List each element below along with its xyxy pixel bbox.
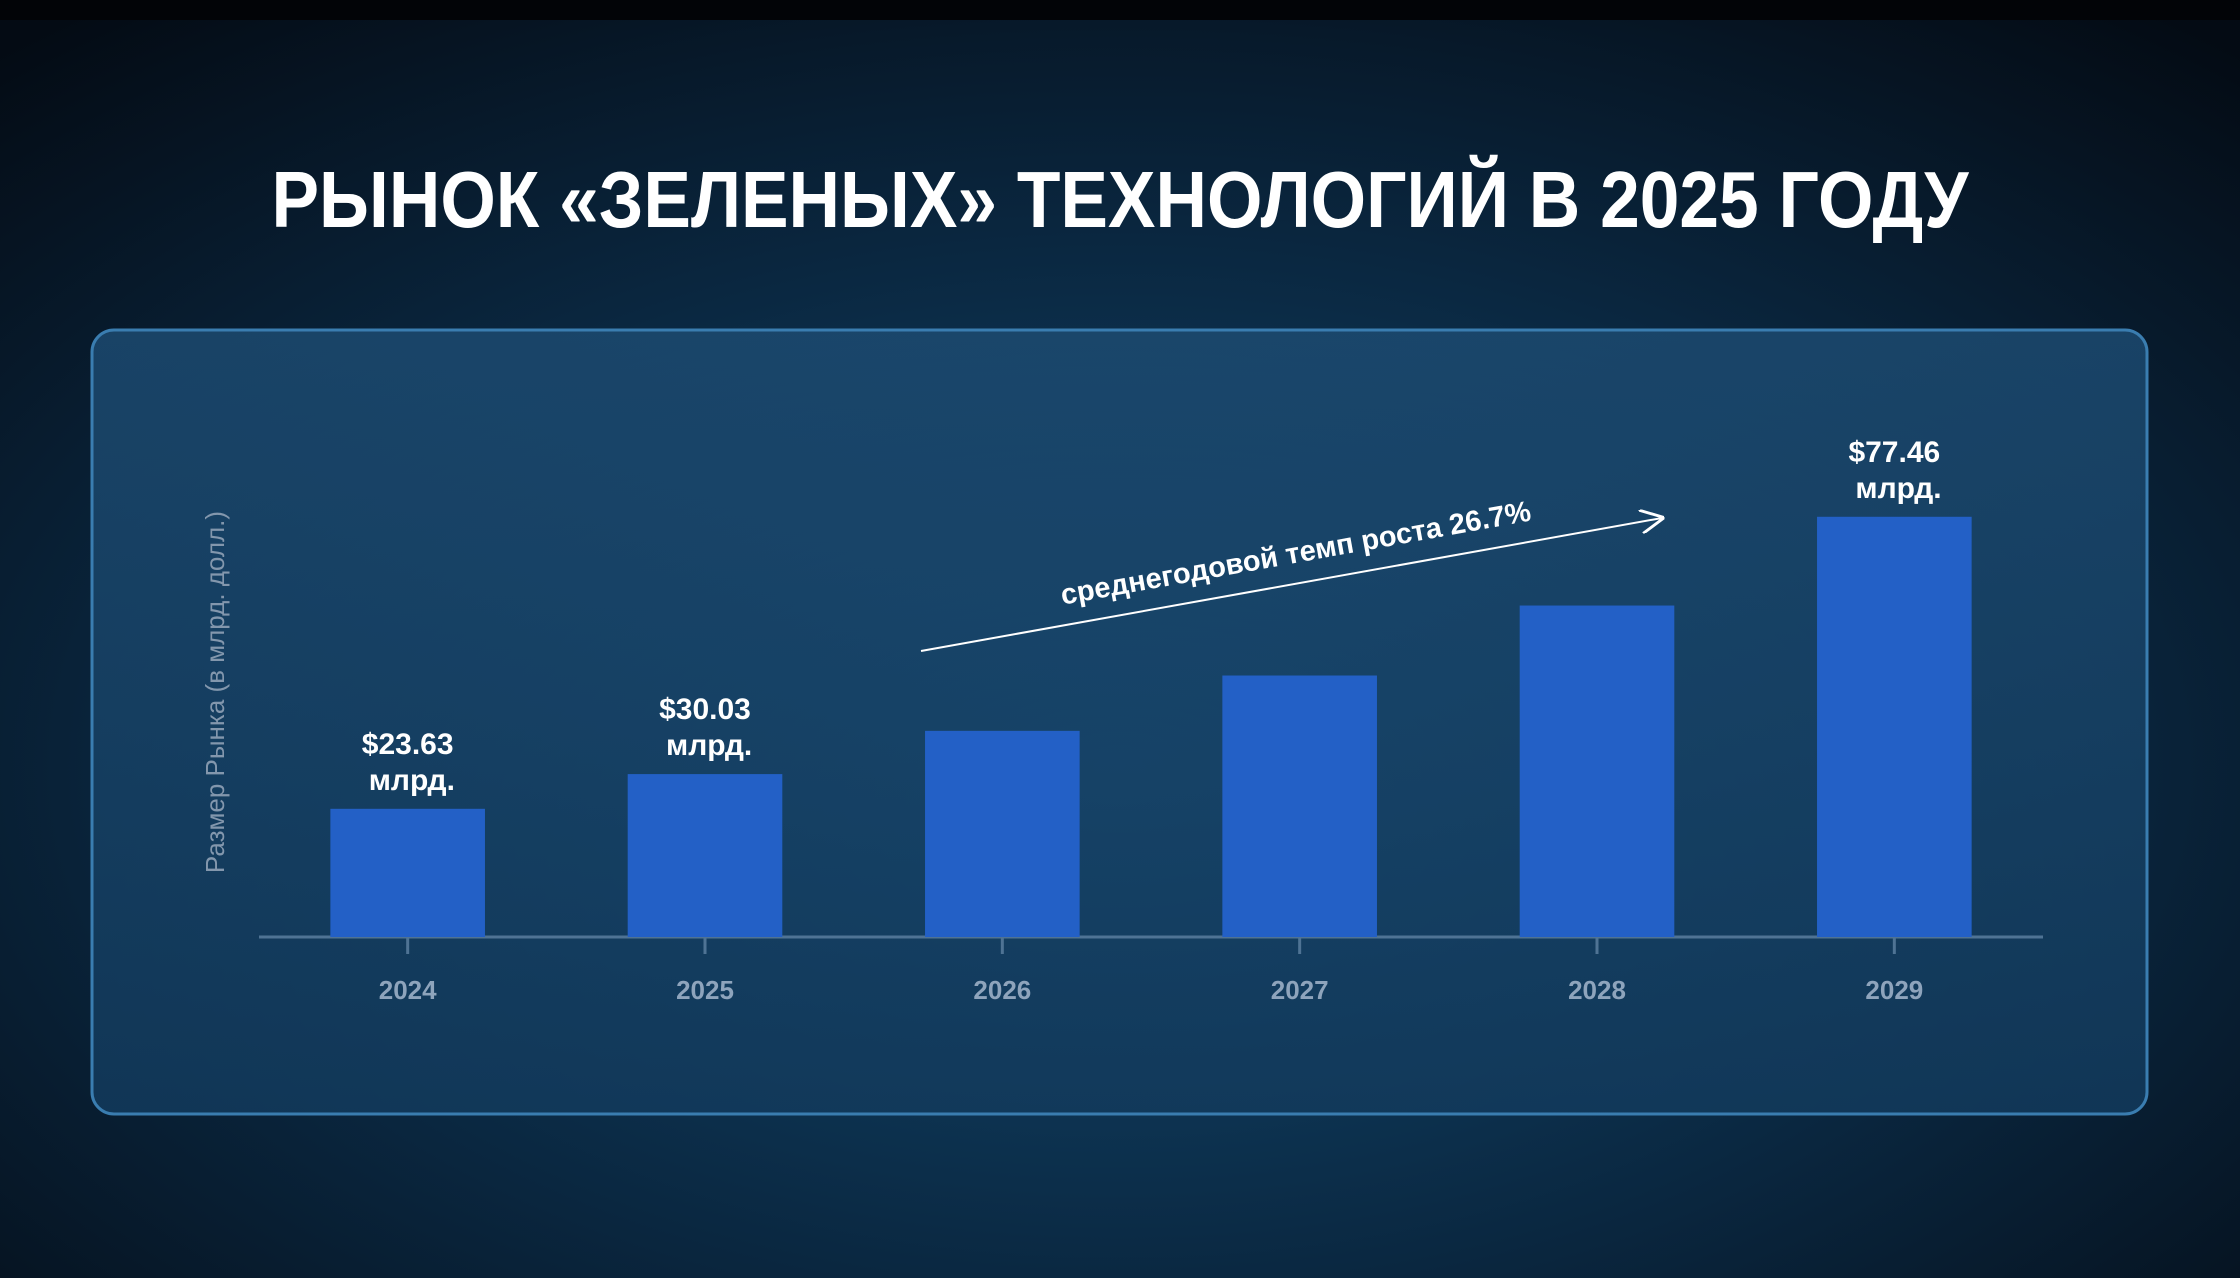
x-tick-label: 2027 — [1271, 975, 1329, 1005]
bar — [330, 808, 485, 937]
bar — [1519, 605, 1675, 937]
bar — [925, 730, 1080, 937]
value-label: $77.46 млрд. — [1847, 436, 1942, 505]
value-label: $30.03 млрд. — [658, 693, 753, 762]
y-axis-label: Размер Рынка (в млрд. долл.) — [200, 511, 230, 873]
value-label-line: млрд. — [1847, 472, 1942, 505]
x-tick-label: 2026 — [973, 975, 1031, 1005]
value-label-line: $77.46 — [1848, 436, 1940, 469]
value-label-line: $23.63 — [362, 728, 454, 761]
bar — [1222, 675, 1377, 937]
bar — [627, 774, 783, 937]
top-band — [0, 0, 2240, 20]
growth-arrow — [920, 518, 1662, 652]
x-tick-label: 2028 — [1568, 975, 1626, 1005]
value-label-line: млрд. — [658, 729, 753, 762]
bar — [1817, 516, 1972, 937]
value-label-line: $30.03 — [659, 693, 751, 726]
x-tick-label: 2029 — [1865, 975, 1923, 1005]
x-tick-label: 2024 — [379, 975, 437, 1005]
value-label-line: млрд. — [360, 764, 455, 797]
value-label: $23.63 млрд. — [360, 728, 455, 797]
x-tick-label: 2025 — [676, 975, 734, 1005]
chart-title: РЫНОК «ЗЕЛЕНЫХ» ТЕХНОЛОГИЙ В 2025 ГОДУ — [272, 154, 1970, 244]
